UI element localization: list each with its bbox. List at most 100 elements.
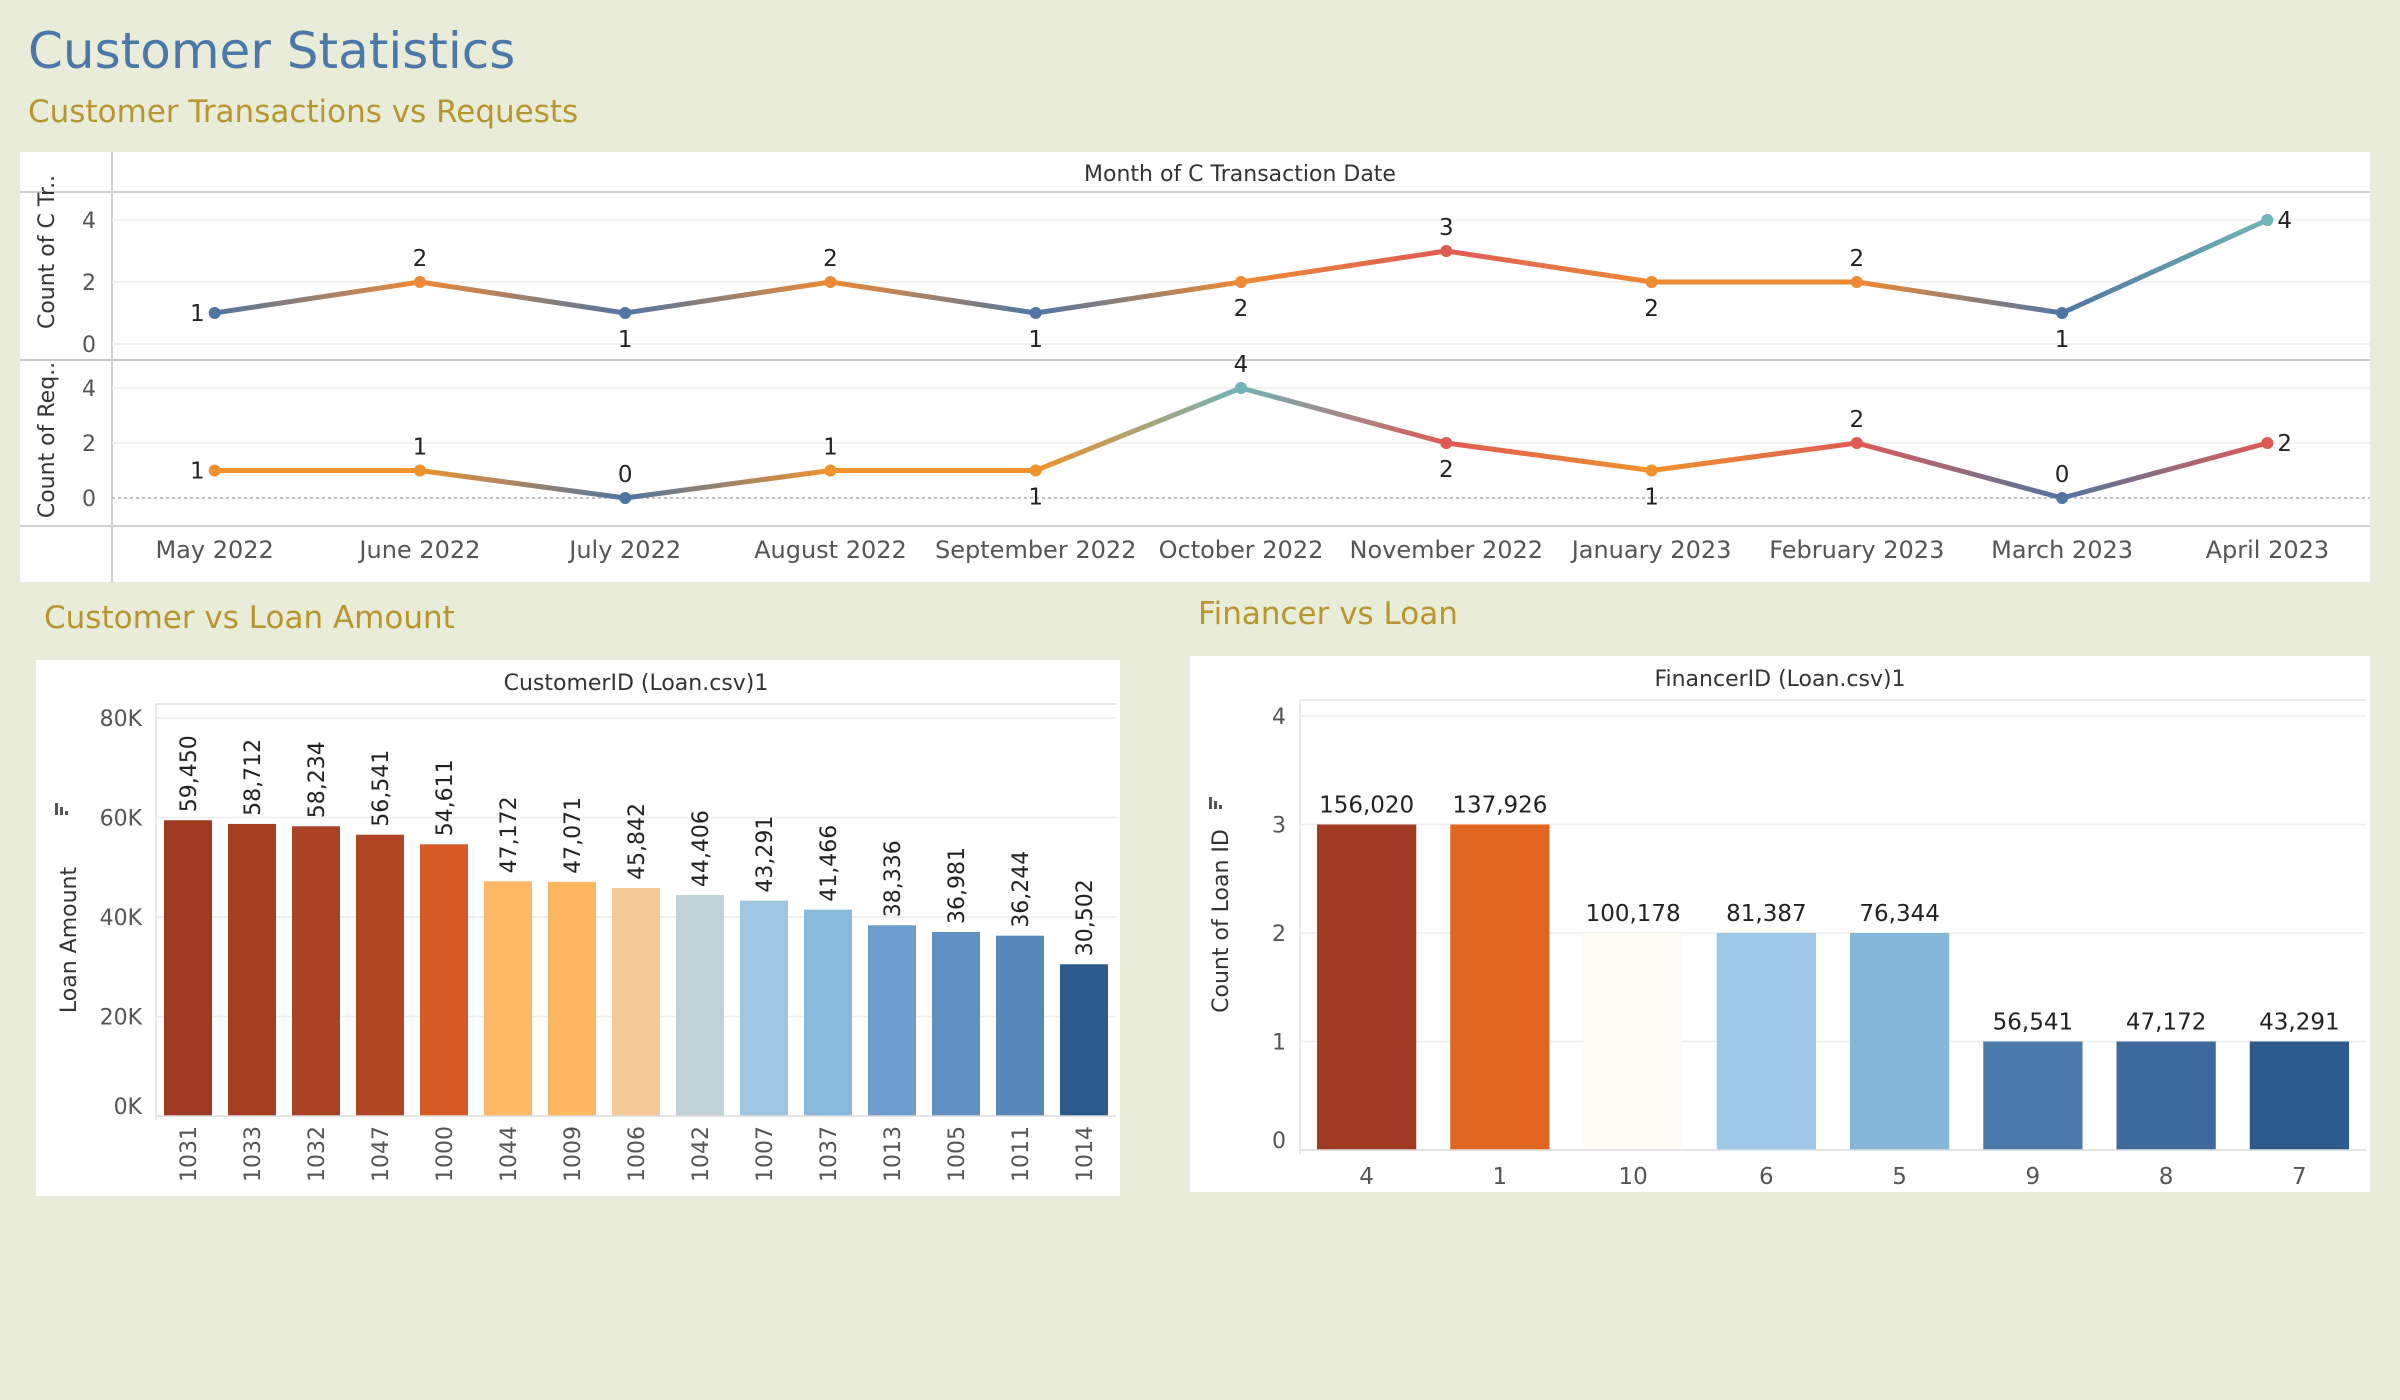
sort-icon[interactable]	[55, 803, 68, 815]
data-label: 58,234	[305, 741, 330, 818]
bar[interactable]	[1317, 824, 1417, 1151]
bar[interactable]	[1450, 824, 1550, 1151]
y-axis-label: Count of Loan ID	[1209, 829, 1234, 1013]
data-label: 1	[1028, 327, 1043, 353]
data-point[interactable]	[2056, 307, 2069, 319]
y-axis-label-transactions: Count of C Tr..	[35, 175, 60, 329]
x-tick-label: 1037	[817, 1126, 842, 1182]
data-label: 56,541	[369, 750, 394, 827]
bar[interactable]	[1583, 933, 1683, 1150]
series-line-segment	[1854, 279, 2065, 316]
data-point[interactable]	[619, 492, 632, 504]
bar[interactable]	[1983, 1041, 2083, 1151]
data-label: 56,541	[1993, 1010, 2073, 1036]
data-point[interactable]	[1235, 382, 1247, 394]
data-label: 44,406	[689, 810, 714, 887]
data-point[interactable]	[1029, 464, 1042, 477]
data-label: 2	[1849, 246, 1864, 272]
data-label: 1	[190, 301, 205, 327]
bar[interactable]	[1060, 964, 1108, 1116]
bar[interactable]	[868, 925, 916, 1116]
data-label: 137,926	[1452, 793, 1547, 819]
bar[interactable]	[420, 844, 468, 1116]
bar[interactable]	[1850, 933, 1950, 1150]
x-tick-label: July 2022	[567, 536, 681, 564]
data-point[interactable]	[824, 464, 837, 477]
bar[interactable]	[676, 895, 724, 1116]
bar[interactable]	[164, 820, 212, 1116]
x-tick-label: January 2023	[1570, 536, 1732, 564]
data-point[interactable]	[1645, 276, 1658, 288]
data-label: 4	[1234, 352, 1249, 378]
data-point[interactable]	[1440, 245, 1453, 257]
y-tick-label: 0	[82, 333, 96, 358]
bar[interactable]	[484, 881, 532, 1116]
data-point[interactable]	[1645, 464, 1658, 477]
data-label: 1	[823, 435, 838, 461]
x-tick-label: 1009	[561, 1126, 586, 1182]
y-tick-label: 2	[82, 432, 96, 457]
sort-icon[interactable]	[1209, 797, 1222, 809]
bar[interactable]	[356, 834, 404, 1116]
data-label: 100,178	[1586, 901, 1681, 927]
x-tick-label: 8	[2159, 1164, 2174, 1190]
data-label: 3	[1439, 215, 1454, 241]
transactions-requests-chart: Month of C Transaction Date 0 2 4 1 2 1 2 1 2 3 2 2…	[20, 152, 2370, 582]
bar[interactable]	[740, 900, 788, 1116]
data-point[interactable]	[2261, 437, 2274, 449]
x-tick-label: 1014	[1073, 1126, 1098, 1182]
y-tick-label: 4	[1272, 705, 1286, 730]
data-point[interactable]	[208, 307, 221, 319]
bar[interactable]	[548, 881, 596, 1116]
transactions-requests-panel: Month of C Transaction Date 0 2 4 1 2 1 2 1 2 3 2 2…	[20, 152, 2370, 582]
series-line-segment	[2059, 440, 2270, 501]
data-label: 156,020	[1319, 793, 1414, 819]
data-point[interactable]	[1235, 276, 1247, 288]
data-label: 1	[1028, 485, 1043, 511]
data-label: 1	[190, 459, 205, 485]
customer-loan-panel: CustomerID (Loan.csv)1 Loan Amount 0K 20K…	[36, 660, 1120, 1196]
series-line-segment	[212, 279, 423, 316]
bar[interactable]	[2116, 1041, 2216, 1151]
data-point[interactable]	[1029, 307, 1042, 319]
y-tick-label: 1	[1272, 1031, 1286, 1056]
data-label: 47,172	[2126, 1010, 2206, 1036]
bar[interactable]	[612, 887, 660, 1116]
bar[interactable]	[228, 823, 276, 1116]
data-point[interactable]	[413, 464, 426, 477]
series-line-segment	[622, 468, 833, 501]
x-tick-label: October 2022	[1159, 536, 1324, 564]
bar[interactable]	[932, 932, 980, 1116]
x-tick-label: 1032	[305, 1126, 330, 1182]
bar[interactable]	[804, 909, 852, 1116]
bar[interactable]	[292, 826, 340, 1116]
data-point[interactable]	[413, 276, 426, 288]
data-point[interactable]	[208, 464, 221, 477]
data-label: 36,244	[1009, 851, 1034, 928]
data-label: 30,502	[1073, 879, 1098, 956]
bar[interactable]	[2249, 1041, 2349, 1151]
x-tick-label: 1031	[177, 1126, 202, 1182]
data-point[interactable]	[1850, 276, 1863, 288]
x-tick-label: 1047	[369, 1126, 394, 1182]
y-tick-label: 80K	[100, 707, 143, 732]
data-label: 2	[1234, 296, 1249, 322]
data-point[interactable]	[2056, 492, 2069, 504]
data-label: 1	[2055, 327, 2070, 353]
data-point[interactable]	[619, 307, 632, 319]
x-tick-label: 1007	[753, 1126, 778, 1182]
chart-title: FinancerID (Loan.csv)1	[1654, 667, 1905, 692]
series-line-segment	[622, 279, 833, 316]
data-point[interactable]	[1850, 437, 1863, 449]
data-point[interactable]	[2261, 214, 2274, 226]
x-tick-label: 1006	[625, 1126, 650, 1182]
x-tick-label: 1042	[689, 1126, 714, 1182]
bar[interactable]	[996, 935, 1044, 1116]
bar[interactable]	[1716, 933, 1816, 1150]
x-tick-label: 7	[2292, 1164, 2307, 1190]
data-point[interactable]	[824, 276, 837, 288]
data-point[interactable]	[1440, 437, 1453, 449]
data-label: 41,466	[817, 825, 842, 902]
data-label: 58,712	[241, 739, 266, 816]
x-tick-label: 1000	[433, 1126, 458, 1182]
